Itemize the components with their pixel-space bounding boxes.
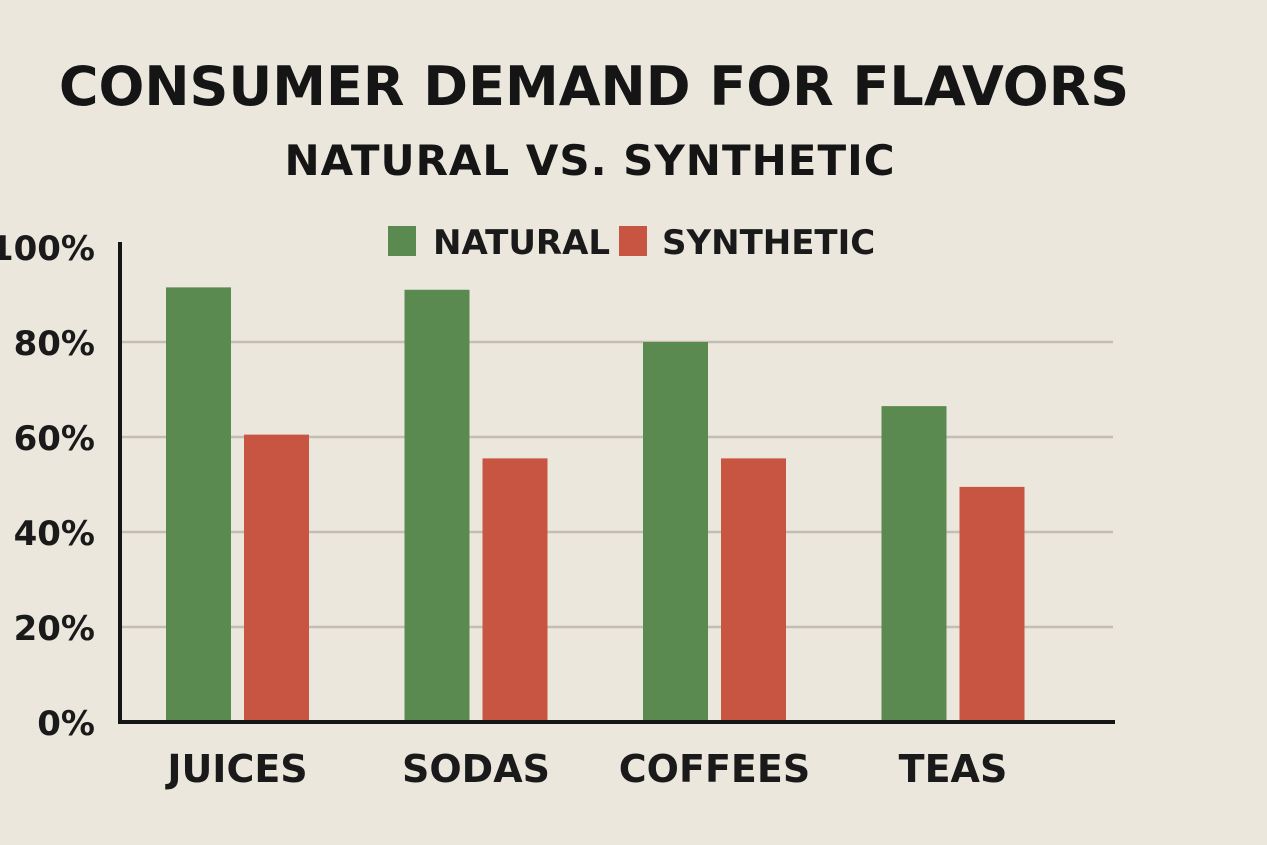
legend: NATURAL SYNTHETIC (388, 223, 875, 263)
bar-natural-sodas (404, 289, 470, 722)
legend-item-synthetic: SYNTHETIC (619, 223, 875, 263)
y-tick-label: 20% (14, 609, 95, 649)
bars (166, 287, 1025, 722)
legend-label-natural: NATURAL (433, 223, 610, 263)
x-tick-label: TEAS (899, 747, 1008, 791)
bar-natural-teas (881, 406, 947, 722)
legend-swatch-natural (388, 226, 416, 256)
bar-synthetic-juices (244, 434, 309, 722)
chart-subtitle: NATURAL VS. SYNTHETIC (284, 136, 895, 185)
x-axis-ticks: JUICES SODAS COFFEES TEAS (164, 747, 1007, 791)
y-tick-label: 40% (14, 514, 95, 554)
y-tick-label: 0% (37, 704, 95, 744)
y-axis-ticks: 0% 20% 40% 60% 80% 100% (0, 229, 95, 744)
y-tick-label: 80% (14, 324, 95, 364)
legend-label-synthetic: SYNTHETIC (662, 223, 875, 263)
x-tick-label: JUICES (164, 747, 307, 791)
y-tick-label: 100% (0, 229, 95, 269)
bar-synthetic-teas (959, 486, 1025, 722)
y-tick-label: 60% (14, 419, 95, 459)
chart-title: CONSUMER DEMAND FOR FLAVORS (59, 55, 1129, 118)
bar-natural-juices (166, 287, 231, 722)
legend-item-natural: NATURAL (388, 223, 610, 263)
x-tick-label: COFFEES (619, 747, 810, 791)
bar-natural-coffees (643, 342, 708, 722)
bar-synthetic-sodas (482, 458, 548, 722)
x-tick-label: SODAS (402, 747, 550, 791)
legend-swatch-synthetic (619, 226, 647, 256)
bar-synthetic-coffees (721, 458, 786, 722)
